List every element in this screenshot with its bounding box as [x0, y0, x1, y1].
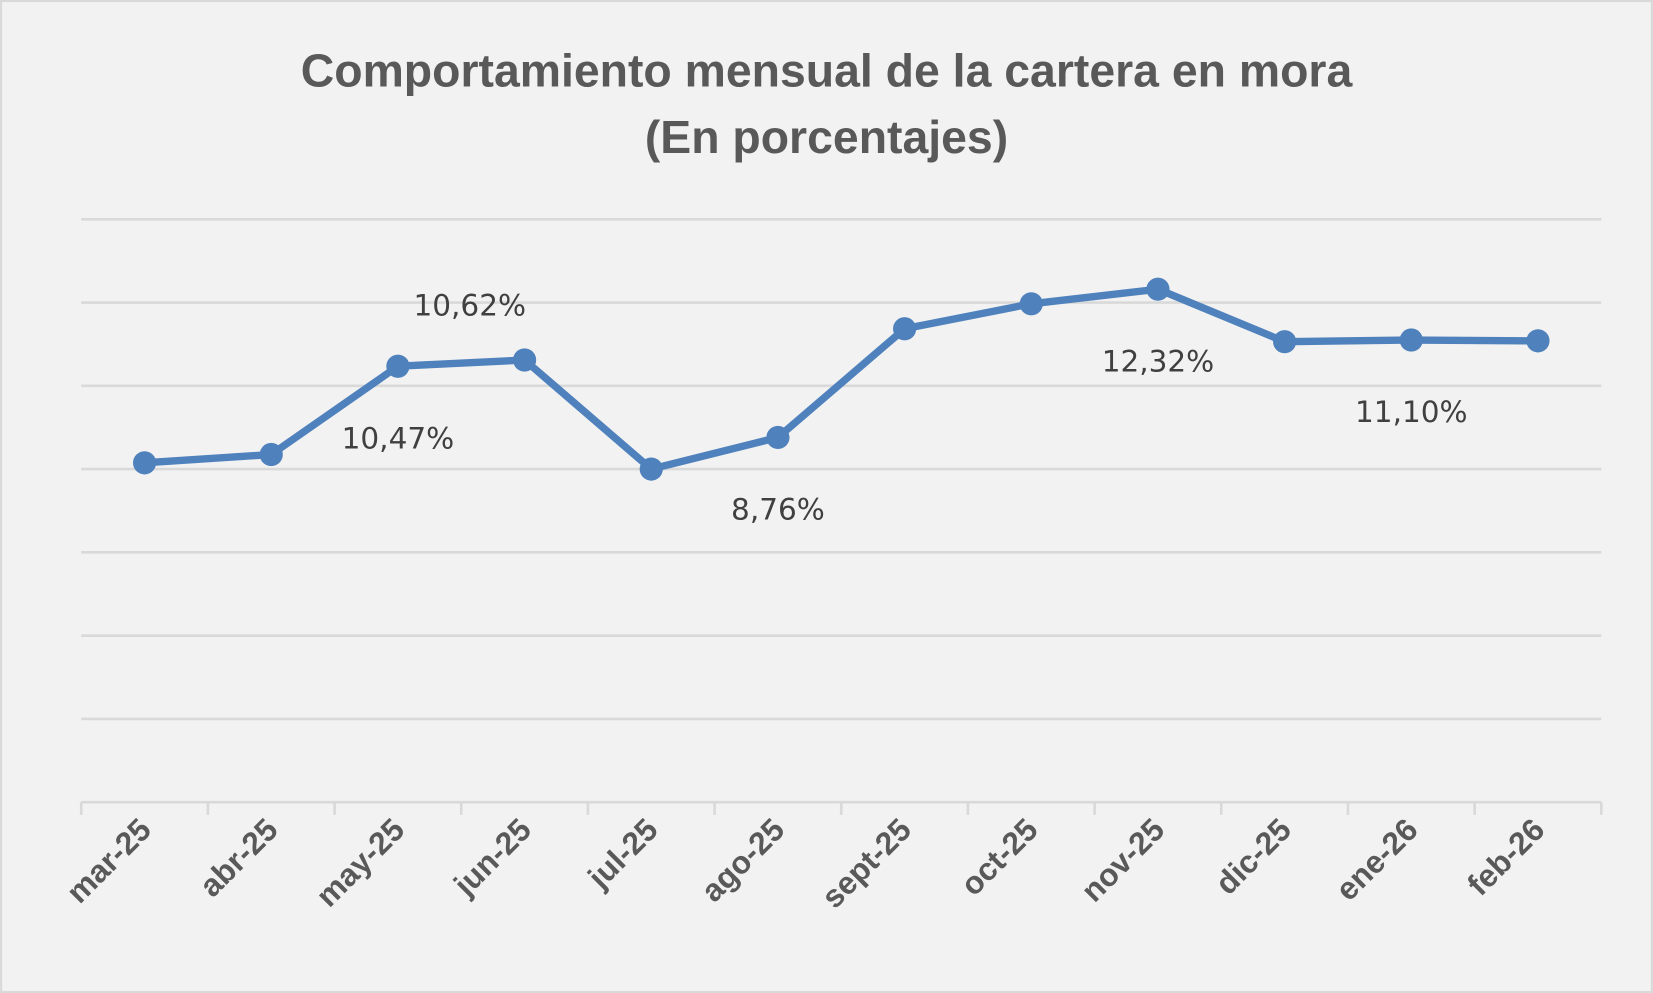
series-line: [144, 285, 1538, 473]
chart-subtitle: (En porcentajes): [645, 111, 1008, 163]
data-point: [1273, 330, 1297, 354]
data-label: 10,47%: [342, 421, 454, 455]
data-point: [259, 442, 283, 467]
data-point: [639, 457, 663, 481]
data-label: 8,76%: [731, 493, 825, 527]
data-point: [892, 317, 917, 341]
data-point: [1526, 329, 1550, 353]
data-point: [766, 425, 790, 450]
data-point: [512, 348, 537, 372]
data-label: 11,10%: [1355, 395, 1467, 429]
data-point: [1146, 277, 1170, 301]
chart-title: Comportamiento mensual de la cartera en …: [301, 44, 1354, 96]
data-label: 12,32%: [1102, 344, 1214, 378]
data-label: 10,62%: [414, 289, 526, 323]
data-point: [386, 354, 410, 378]
data-point: [1399, 328, 1423, 352]
data-point: [1019, 292, 1043, 316]
data-point: [132, 451, 157, 475]
